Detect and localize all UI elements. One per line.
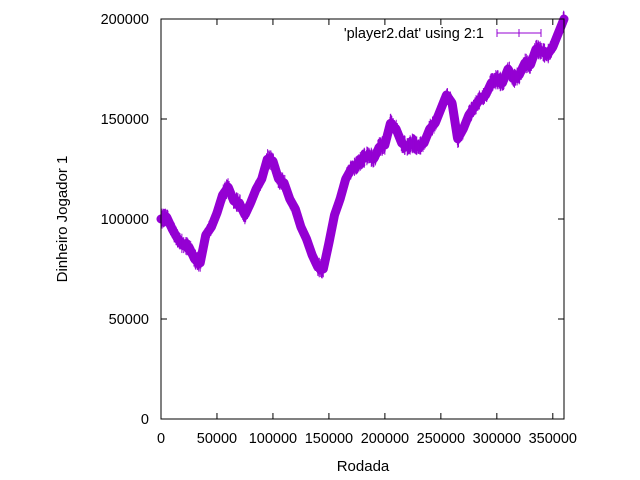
x-tick-label: 50000 (197, 431, 237, 447)
y-tick-label: 0 (141, 412, 149, 428)
y-tick-label: 200000 (101, 12, 149, 28)
y-tick-label: 50000 (109, 312, 149, 328)
x-tick-label: 0 (157, 431, 165, 447)
x-axis-label: Rodada (337, 458, 390, 475)
series-layer (156, 10, 569, 279)
y-tick-label: 100000 (101, 212, 149, 228)
x-tick-label: 350000 (529, 431, 577, 447)
legend: 'player2.dat' using 2:1 (344, 26, 542, 42)
y-tick-label: 150000 (101, 112, 149, 128)
series-jitter (160, 10, 565, 279)
x-tick-label: 300000 (473, 431, 521, 447)
series-line (156, 14, 569, 274)
x-tick-label: 100000 (249, 431, 297, 447)
x-tick-label: 200000 (361, 431, 409, 447)
legend-swatch (496, 29, 542, 37)
x-tick-label: 150000 (305, 431, 353, 447)
x-tick-label: 250000 (417, 431, 465, 447)
plot-frame (160, 18, 565, 420)
legend-label: 'player2.dat' using 2:1 (344, 26, 484, 42)
y-axis-label: Dinheiro Jogador 1 (54, 156, 71, 283)
ticks-layer: 0 50000 100000 150000 200000 250000 300000 3500… (101, 12, 577, 447)
